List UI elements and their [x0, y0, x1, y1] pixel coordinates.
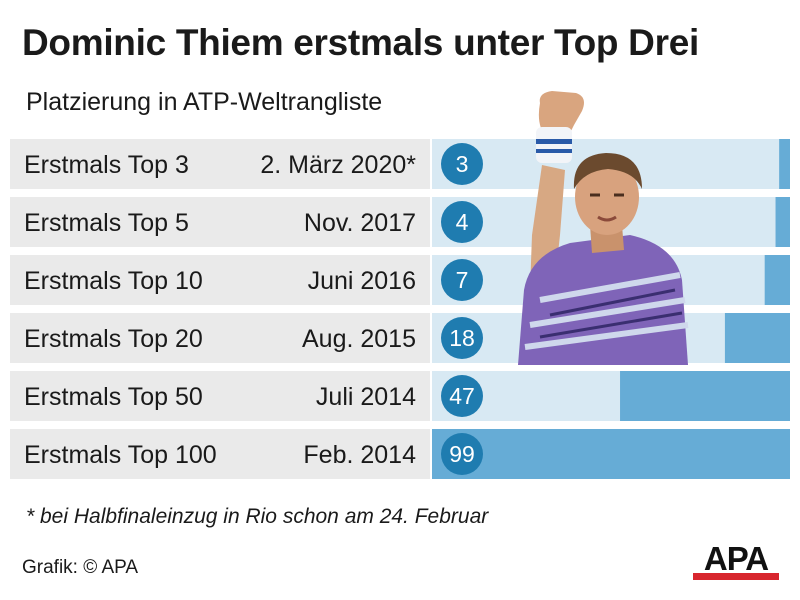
rank-circle — [441, 143, 483, 185]
row-label-background — [10, 371, 430, 421]
footnote: * bei Halbfinaleinzug in Rio schon am 24… — [26, 505, 489, 528]
row-date: Aug. 2015 — [302, 325, 416, 353]
row-label-background — [10, 429, 430, 479]
row-label: Erstmals Top 50 — [24, 383, 203, 411]
rank-circle — [441, 317, 483, 359]
row-label: Erstmals Top 20 — [24, 325, 203, 353]
chart-title: Dominic Thiem erstmals unter Top Drei — [22, 22, 699, 63]
row-date: Juni 2016 — [308, 267, 416, 295]
row-label: Erstmals Top 10 — [24, 267, 203, 295]
rank-circle — [441, 433, 483, 475]
chart-subtitle: Platzierung in ATP-Weltrangliste — [26, 88, 383, 116]
row-date: 2. März 2020* — [260, 151, 416, 179]
row-label: Erstmals Top 100 — [24, 441, 217, 469]
chart-row: Erstmals Top 100 Feb. 2014 99 — [10, 429, 790, 479]
rank-value: 99 — [449, 441, 475, 467]
chart-row: Erstmals Top 50 Juli 2014 47 — [10, 371, 790, 421]
rank-value: 47 — [449, 383, 475, 409]
row-date: Feb. 2014 — [303, 441, 416, 469]
bar — [432, 429, 790, 479]
player-photo — [518, 91, 689, 365]
row-label-background — [10, 139, 430, 189]
rank-circle — [441, 201, 483, 243]
rank-value: 4 — [456, 209, 469, 235]
row-label-background — [10, 313, 430, 363]
bar — [620, 371, 790, 421]
row-label-background — [10, 255, 430, 305]
source-credit: Grafik: © APA — [22, 557, 139, 578]
rank-value: 7 — [456, 267, 469, 293]
chart-row: Erstmals Top 3 2. März 2020* 3 — [10, 139, 790, 189]
logo-text: APA — [703, 540, 769, 577]
apa-logo: APA — [693, 540, 779, 580]
bar — [775, 197, 790, 247]
row-date: Nov. 2017 — [304, 209, 416, 237]
rank-circle — [441, 375, 483, 417]
row-date: Juli 2014 — [316, 383, 416, 411]
bar — [764, 255, 790, 305]
rank-value: 3 — [456, 151, 469, 177]
bar — [724, 313, 790, 363]
rank-circle — [441, 259, 483, 301]
row-label: Erstmals Top 5 — [24, 209, 189, 237]
row-label: Erstmals Top 3 — [24, 151, 189, 179]
logo-red-bar — [693, 573, 779, 580]
bar — [779, 139, 790, 189]
row-label-background — [10, 197, 430, 247]
rank-value: 18 — [449, 325, 475, 351]
chart-row: Erstmals Top 10 Juni 2016 7 — [10, 255, 790, 305]
